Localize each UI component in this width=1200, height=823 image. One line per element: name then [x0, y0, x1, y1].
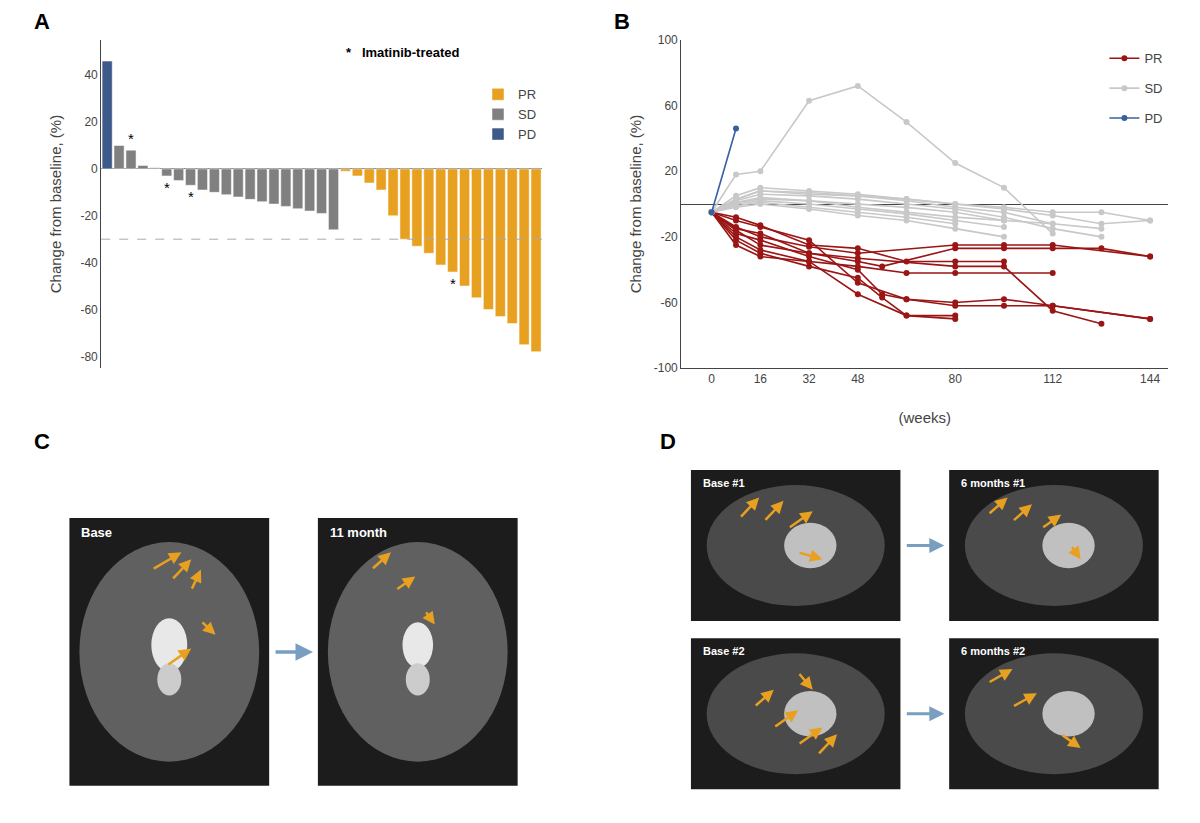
- svg-text:* Imatinib-treated: * Imatinib-treated: [346, 45, 459, 60]
- svg-text:*: *: [128, 130, 134, 147]
- svg-text:-40: -40: [80, 256, 98, 270]
- svg-text:-80: -80: [80, 350, 98, 364]
- svg-text:Base: Base: [81, 525, 112, 540]
- svg-text:-20: -20: [80, 209, 98, 223]
- svg-text:6 months #1: 6 months #1: [961, 477, 1025, 489]
- svg-text:80: 80: [949, 372, 963, 386]
- svg-text:-60: -60: [660, 296, 678, 310]
- svg-text:-60: -60: [80, 303, 98, 317]
- svg-text:Change from baseline, (%): Change from baseline, (%): [47, 115, 64, 293]
- svg-text:40: 40: [84, 68, 98, 82]
- svg-text:32: 32: [802, 372, 816, 386]
- svg-text:*: *: [188, 188, 194, 205]
- svg-text:Change from baseline, (%): Change from baseline, (%): [627, 115, 644, 293]
- svg-text:0: 0: [708, 372, 715, 386]
- svg-text:144: 144: [1140, 372, 1160, 386]
- svg-text:Base #2: Base #2: [703, 645, 745, 657]
- svg-text:*: *: [450, 275, 456, 292]
- svg-text:-100: -100: [654, 361, 678, 375]
- svg-text:Base #1: Base #1: [703, 477, 745, 489]
- svg-text:100: 100: [658, 33, 678, 47]
- svg-text:(weeks): (weeks): [899, 409, 952, 426]
- svg-text:6 months #2: 6 months #2: [961, 645, 1025, 657]
- svg-text:20: 20: [84, 115, 98, 129]
- svg-text:PR: PR: [518, 87, 536, 102]
- svg-text:60: 60: [664, 99, 678, 113]
- svg-text:B: B: [614, 9, 630, 34]
- svg-text:-20: -20: [660, 230, 678, 244]
- svg-text:PD: PD: [518, 127, 536, 142]
- svg-text:C: C: [34, 429, 50, 454]
- svg-text:A: A: [34, 9, 50, 34]
- svg-text:SD: SD: [1144, 81, 1162, 96]
- svg-text:16: 16: [754, 372, 768, 386]
- svg-text:112: 112: [1043, 372, 1062, 386]
- svg-text:48: 48: [851, 372, 865, 386]
- svg-text:PR: PR: [1144, 51, 1162, 66]
- svg-text:D: D: [660, 429, 676, 454]
- svg-text:SD: SD: [518, 107, 536, 122]
- svg-text:PD: PD: [1144, 111, 1162, 126]
- svg-text:20: 20: [664, 164, 678, 178]
- svg-text:11 month: 11 month: [330, 525, 387, 540]
- svg-text:0: 0: [91, 162, 98, 176]
- svg-text:*: *: [164, 179, 170, 196]
